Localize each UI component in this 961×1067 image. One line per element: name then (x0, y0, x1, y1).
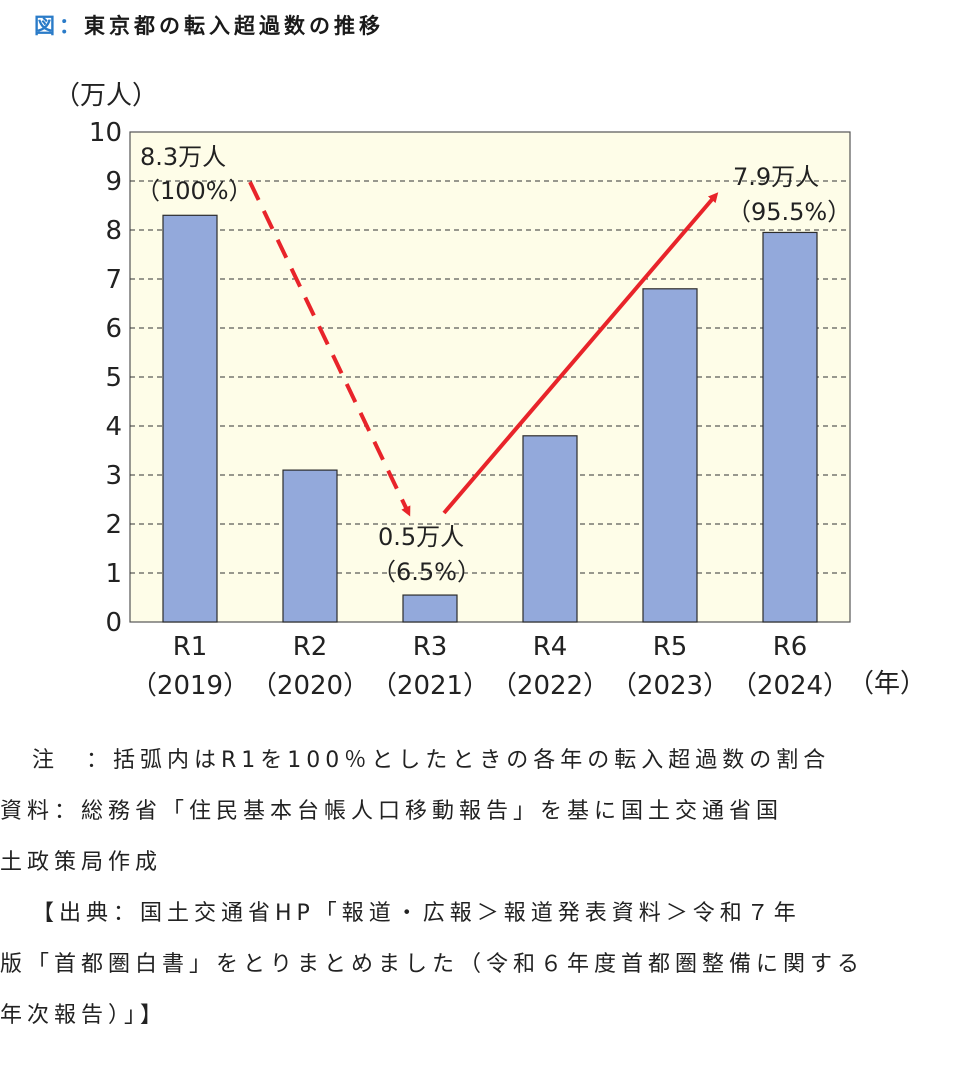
x-tick-label: R4 (533, 632, 568, 662)
bars (162, 214, 818, 623)
decline-arrow (248, 181, 411, 517)
y-tick-label: 7 (105, 265, 122, 295)
x-axis-label: （年） (848, 669, 926, 699)
x-tick-label: R6 (773, 632, 808, 662)
y-tick-label: 8 (105, 216, 122, 246)
bar-chart: 0 1 2 3 4 5 6 7 8 9 10 R1 （2019） R2 （2020） R3 （2021） R4 （… (54, 81, 926, 701)
bar-r2 (282, 469, 338, 623)
figure-prefix: 図： (34, 14, 84, 38)
annotation-r6-value: 7.9万人 (733, 163, 819, 191)
y-axis-label: （万人） (54, 81, 158, 111)
annotation-r3-pct: （6.5%） (372, 558, 481, 586)
trend-arrows (248, 181, 719, 517)
notes-block: 注 ：括弧内はR1を100％としたときの各年の転入超過数の割合 資料：総務省「住… (0, 735, 961, 1041)
x-tick-label: R2 (293, 632, 328, 662)
note-line: 注 ：括弧内はR1を100％としたときの各年の転入超過数の割合 (32, 748, 831, 773)
grid-lines (130, 180, 850, 574)
annotations: 8.3万人 （100%） 0.5万人 （6.5%） 7.9万人 （95.5%） (136, 143, 851, 586)
x-tick-label: R1 (173, 632, 208, 662)
figure-title: 図：東京都の転入超過数の推移 (34, 10, 384, 40)
x-tick-label: R3 (413, 632, 448, 662)
x-tick-year: （2023） (611, 671, 729, 701)
y-tick-label: 6 (105, 314, 122, 344)
y-tick-label: 1 (105, 559, 122, 589)
citation-line-3: 年次報告）」】 (0, 1003, 168, 1028)
bar-r6 (762, 231, 818, 623)
citation-line-2: 版「首都圏白書」をとりまとめました（令和６年度首都圏整備に関する (0, 952, 865, 977)
citation-line-1: 【出典：国土交通省HP「報道・広報＞報道発表資料＞令和７年 (32, 901, 801, 926)
x-tick-labels: R1 （2019） R2 （2020） R3 （2021） R4 （2022） R5 （2023）… (131, 632, 849, 701)
recovery-arrow (442, 192, 719, 515)
source-line-1: 資料：総務省「住民基本台帳人口移動報告」を基に国土交通省国 (0, 799, 784, 824)
x-tick-year: （2022） (491, 671, 609, 701)
x-tick-label: R5 (653, 632, 688, 662)
annotation-r1-pct: （100%） (136, 177, 253, 205)
bar-r5 (642, 288, 698, 623)
y-tick-label: 5 (105, 363, 122, 393)
y-tick-label: 3 (105, 461, 122, 491)
x-tick-year: （2024） (731, 671, 849, 701)
x-tick-year: （2019） (131, 671, 249, 701)
annotation-r6-pct: （95.5%） (727, 198, 851, 226)
y-tick-labels: 0 1 2 3 4 5 6 7 8 9 10 (89, 118, 122, 638)
annotation-r3-value: 0.5万人 (378, 523, 464, 551)
x-tick-year: （2021） (371, 671, 489, 701)
source-line-2: 土政策局作成 (0, 850, 163, 875)
bar-r4 (522, 435, 578, 623)
y-tick-label: 10 (89, 118, 122, 148)
y-tick-label: 9 (105, 167, 122, 197)
figure-title-text: 東京都の転入超過数の推移 (84, 14, 384, 38)
y-tick-label: 2 (105, 510, 122, 540)
y-tick-label: 4 (105, 412, 122, 442)
bar-r3 (402, 594, 458, 623)
y-tick-label: 0 (105, 608, 122, 638)
bar-r1 (162, 214, 218, 623)
x-tick-year: （2020） (251, 671, 369, 701)
annotation-r1-value: 8.3万人 (140, 143, 226, 171)
